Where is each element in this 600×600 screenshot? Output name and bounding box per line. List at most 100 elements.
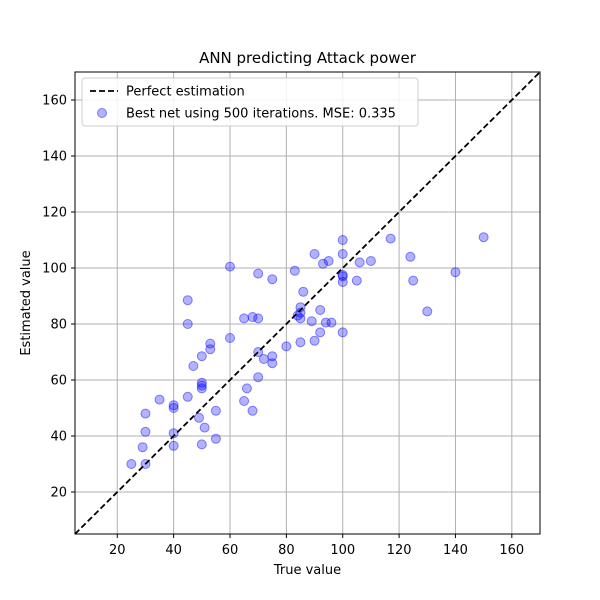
scatter-point <box>168 428 179 439</box>
legend-entry-perfect-estimation: Perfect estimation <box>126 85 245 100</box>
legend-entry-best-net: Best net using 500 iterations. MSE: 0.33… <box>126 107 396 122</box>
scatter-point <box>292 310 303 321</box>
scatter-point <box>194 412 204 423</box>
scatter-point <box>337 235 348 245</box>
scatter-point <box>365 256 376 266</box>
scatter-point <box>196 351 207 362</box>
scatter-point <box>295 337 306 348</box>
perfect-estimation-line <box>74 71 541 535</box>
scatter-point <box>239 396 250 406</box>
scatter-point <box>196 383 207 394</box>
scatter-point <box>450 267 461 278</box>
y-tick-label: 140 <box>42 150 67 165</box>
x-tick-label: 80 <box>278 543 295 558</box>
scatter-point <box>298 286 309 297</box>
scatter-point <box>267 274 278 285</box>
y-tick-label: 60 <box>50 374 67 389</box>
scatter-point <box>408 275 419 286</box>
scatter-point <box>354 257 365 268</box>
scatter-point <box>351 275 362 286</box>
scatter-point <box>422 306 433 317</box>
scatter-point <box>281 341 292 352</box>
x-tick-label: 140 <box>443 543 468 558</box>
scatter-point <box>196 439 207 450</box>
scatter-point <box>323 256 334 266</box>
scatter-point <box>253 268 264 279</box>
scatter-point <box>247 405 258 416</box>
y-tick-label: 40 <box>50 430 67 445</box>
scatter-point <box>309 249 320 259</box>
y-tick-label: 120 <box>42 206 67 221</box>
y-tick-label: 160 <box>42 94 67 109</box>
scatter-point <box>315 327 326 338</box>
scatter-point <box>295 302 306 313</box>
scatter-point <box>126 459 137 469</box>
scatter-point <box>182 391 193 402</box>
x-tick-label: 160 <box>499 543 524 558</box>
scatter-point <box>140 426 151 437</box>
scatter-point <box>309 335 320 346</box>
scatter-point <box>318 258 328 269</box>
grid <box>75 72 540 534</box>
scatter-point <box>196 380 207 391</box>
plot-frame <box>74 71 541 535</box>
ticks: 20 40 60 80 100 120 140 160 20 40 60 80 100 120 140 160 <box>42 94 524 559</box>
scatter-point <box>267 358 278 369</box>
scatter-point <box>205 338 216 349</box>
scatter-point <box>306 316 317 327</box>
scatter-point <box>182 295 193 306</box>
x-tick-label: 100 <box>330 543 355 558</box>
y-axis-label: Estimated value <box>19 250 34 355</box>
scatter-point <box>289 265 300 276</box>
scatter-point <box>210 433 221 444</box>
x-tick-label: 20 <box>109 543 126 558</box>
scatter-point <box>253 313 264 324</box>
legend-marker-swatch <box>97 108 107 118</box>
y-tick-label: 80 <box>50 318 67 333</box>
chart-title: ANN predicting Attack power <box>199 49 417 67</box>
scatter-point <box>337 271 348 282</box>
scatter-point <box>168 400 179 411</box>
scatter-point <box>168 440 179 451</box>
scatter-point <box>337 277 348 287</box>
scatter-point <box>478 232 489 243</box>
x-axis-label: True value <box>273 563 341 578</box>
scatter-point <box>137 442 148 453</box>
scatter-point <box>225 333 235 343</box>
scatter-point <box>315 305 326 315</box>
legend: Perfect estimation Best net using 500 it… <box>81 77 419 127</box>
scatter-point <box>385 233 396 244</box>
scatter-point <box>205 344 216 355</box>
scatter-point <box>337 249 348 259</box>
scatter-point <box>241 383 252 394</box>
data-marks <box>74 71 541 535</box>
scatter-point <box>154 394 165 405</box>
scatter-point <box>258 354 269 364</box>
scatter-point <box>295 313 306 324</box>
x-tick-label: 120 <box>387 543 412 558</box>
x-tick-label: 60 <box>222 543 239 558</box>
scatter-point <box>247 312 258 322</box>
scatter-point <box>182 319 193 329</box>
scatter-point <box>140 408 151 419</box>
x-tick-label: 40 <box>165 543 182 558</box>
scatter-point <box>210 405 221 416</box>
scatter-point <box>199 422 210 433</box>
legend-box <box>81 77 419 127</box>
y-tick-label: 20 <box>50 486 67 501</box>
scatter-point <box>196 377 207 388</box>
scatter-point <box>326 317 337 328</box>
scatter-point <box>320 317 331 328</box>
scatter-point <box>239 313 250 324</box>
scatter-point <box>337 327 348 338</box>
scatter-point <box>168 403 179 413</box>
scatter-point <box>337 270 348 280</box>
scatter-point <box>295 307 306 318</box>
scatter-point <box>405 251 416 262</box>
y-tick-label: 100 <box>42 262 67 277</box>
scatter-point <box>188 361 199 371</box>
scatter-point <box>267 351 278 362</box>
scatter-point <box>225 261 235 272</box>
scatter-point <box>253 372 264 383</box>
